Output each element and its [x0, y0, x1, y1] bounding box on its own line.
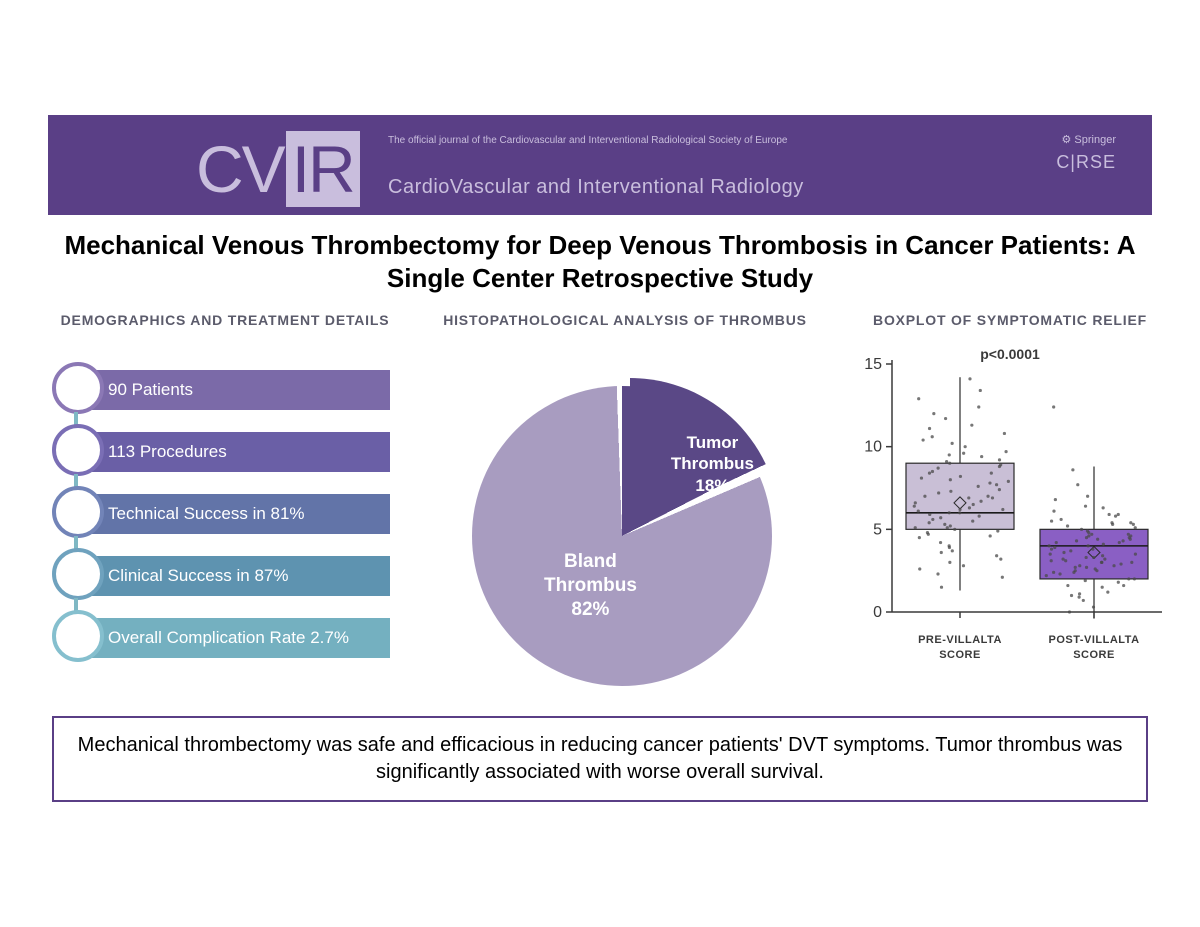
svg-text:0: 0	[873, 604, 882, 621]
xlabel-pre: PRE-VILLALTA SCORE	[900, 633, 1020, 662]
stat-item: 113 Procedures	[40, 426, 410, 488]
stat-item: Overall Complication Rate 2.7%	[40, 612, 410, 674]
stat-item: Clinical Success in 87%	[40, 550, 410, 612]
content-columns: DEMOGRAPHICS AND TREATMENT DETAILS 90 Pa…	[40, 312, 1160, 694]
demographics-header: DEMOGRAPHICS AND TREATMENT DETAILS	[48, 312, 402, 348]
stat-circle	[52, 424, 104, 476]
stat-circle	[52, 548, 104, 600]
journal-subtitle: CardioVascular and Interventional Radiol…	[388, 176, 804, 199]
logo-text-box: IR	[286, 131, 360, 207]
svg-text:5: 5	[873, 521, 882, 538]
stat-item: 90 Patients	[40, 364, 410, 426]
journal-tagline: The official journal of the Cardiovascul…	[388, 135, 788, 146]
pie-header: HISTOPATHOLOGICAL ANALYSIS OF THROMBUS	[418, 312, 832, 348]
svg-text:15: 15	[864, 356, 882, 373]
stat-circle	[52, 610, 104, 662]
xlabel-post: POST-VILLALTA SCORE	[1034, 633, 1154, 662]
logo-text-left: CV	[196, 132, 284, 206]
stat-bar: Overall Complication Rate 2.7%	[80, 618, 390, 658]
publisher-marks: ⚙ Springer C|RSE	[1056, 133, 1116, 173]
stat-list: 90 Patients 113 Procedures Technical Succe…	[40, 364, 410, 674]
pie-label-tumor: TumorThrombus18%	[671, 432, 754, 496]
journal-logo: CVIR	[196, 131, 360, 207]
pie-wedge-exploded	[480, 378, 780, 678]
stat-bar: Clinical Success in 87%	[80, 556, 390, 596]
journal-banner: CVIR The official journal of the Cardiov…	[48, 115, 1152, 215]
boxplot-svg: 0 5 10 15	[850, 346, 1170, 656]
springer-mark: ⚙ Springer	[1056, 133, 1116, 146]
paper-title: Mechanical Venous Thrombectomy for Deep …	[60, 229, 1140, 294]
pie-column: HISTOPATHOLOGICAL ANALYSIS OF THROMBUS T…	[410, 312, 840, 694]
svg-text:10: 10	[864, 439, 882, 456]
boxplot-column: BOXPLOT OF SYMPTOMATIC RELIEF p<0.0001 0…	[840, 312, 1180, 656]
page: CVIR The official journal of the Cardiov…	[0, 0, 1200, 802]
stat-bar: 113 Procedures	[80, 432, 390, 472]
boxplot-chart: p<0.0001 051015 PRE-VILLALTA SCORE POST-…	[850, 346, 1170, 656]
stat-bar: 90 Patients	[80, 370, 390, 410]
conclusion-box: Mechanical thrombectomy was safe and eff…	[52, 716, 1148, 802]
demographics-column: DEMOGRAPHICS AND TREATMENT DETAILS 90 Pa…	[40, 312, 410, 674]
boxplot-header: BOXPLOT OF SYMPTOMATIC RELIEF	[848, 312, 1172, 348]
stat-bar: Technical Success in 81%	[80, 494, 390, 534]
cirse-mark: C|RSE	[1056, 152, 1116, 173]
pie-chart: TumorThrombus18% BlandThrombus82%	[460, 364, 790, 694]
pie-label-bland: BlandThrombus82%	[544, 550, 637, 621]
stat-item: Technical Success in 81%	[40, 488, 410, 550]
stat-circle	[52, 486, 104, 538]
stat-circle	[52, 362, 104, 414]
